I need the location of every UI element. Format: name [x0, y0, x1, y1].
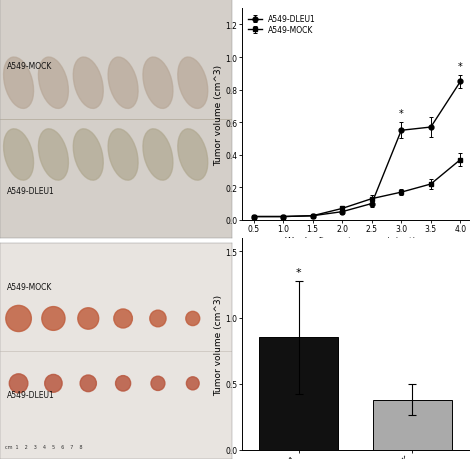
X-axis label: Week after cutaneous injection: Week after cutaneous injection: [285, 236, 426, 245]
Ellipse shape: [178, 129, 208, 181]
Legend: A549-DLEU1, A549-MOCK: A549-DLEU1, A549-MOCK: [246, 13, 318, 38]
Ellipse shape: [151, 376, 165, 391]
Ellipse shape: [45, 375, 62, 392]
Ellipse shape: [178, 58, 208, 109]
Text: A549-DLEU1: A549-DLEU1: [7, 186, 55, 196]
Ellipse shape: [186, 312, 200, 326]
Ellipse shape: [108, 58, 138, 109]
Y-axis label: Tumor volume (cm^3): Tumor volume (cm^3): [214, 64, 223, 165]
Ellipse shape: [4, 129, 34, 181]
Ellipse shape: [6, 306, 31, 332]
Ellipse shape: [186, 377, 199, 390]
Ellipse shape: [4, 58, 34, 109]
Bar: [373, 400, 452, 450]
Ellipse shape: [143, 58, 173, 109]
Text: *: *: [296, 267, 301, 277]
Ellipse shape: [73, 58, 103, 109]
Ellipse shape: [150, 310, 166, 327]
Y-axis label: Tumor volume (cm^3): Tumor volume (cm^3): [214, 294, 223, 395]
Ellipse shape: [38, 129, 68, 181]
Ellipse shape: [42, 307, 65, 330]
Text: A549-MOCK: A549-MOCK: [7, 282, 52, 291]
Bar: [259, 338, 338, 450]
Ellipse shape: [73, 129, 103, 181]
Text: *: *: [399, 109, 404, 119]
Text: cm  1    2    3    4    5    6    7    8: cm 1 2 3 4 5 6 7 8: [5, 444, 82, 449]
Ellipse shape: [116, 376, 131, 391]
Ellipse shape: [9, 374, 28, 393]
Ellipse shape: [80, 375, 96, 392]
Ellipse shape: [143, 129, 173, 181]
Ellipse shape: [38, 58, 68, 109]
Text: A549-MOCK: A549-MOCK: [7, 62, 52, 71]
Ellipse shape: [108, 129, 138, 181]
Text: *: *: [458, 62, 463, 72]
Text: A549-DLEU1: A549-DLEU1: [7, 390, 55, 399]
Ellipse shape: [114, 309, 132, 328]
Ellipse shape: [78, 308, 99, 330]
